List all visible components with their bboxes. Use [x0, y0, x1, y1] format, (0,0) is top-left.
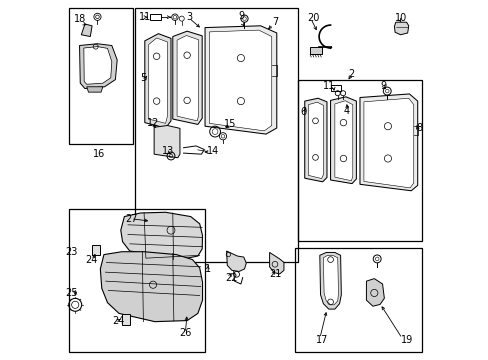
Bar — [309, 47, 321, 54]
Polygon shape — [80, 44, 117, 89]
Text: 3: 3 — [186, 12, 192, 22]
Polygon shape — [269, 252, 284, 274]
Polygon shape — [172, 31, 202, 125]
Text: 5: 5 — [140, 73, 146, 83]
Polygon shape — [177, 36, 198, 121]
Text: 8: 8 — [415, 123, 421, 133]
Text: 27: 27 — [125, 214, 138, 224]
Bar — [150, 14, 161, 21]
Text: 23: 23 — [65, 247, 78, 257]
Bar — [135, 8, 298, 262]
Polygon shape — [366, 279, 384, 306]
Text: 13: 13 — [162, 146, 174, 156]
Polygon shape — [83, 46, 112, 84]
Text: 11: 11 — [139, 12, 151, 22]
Polygon shape — [319, 252, 341, 309]
Text: 19: 19 — [400, 334, 412, 345]
Text: 25: 25 — [65, 288, 78, 298]
Bar — [69, 8, 133, 144]
Polygon shape — [323, 256, 338, 305]
Polygon shape — [81, 24, 92, 37]
Bar — [92, 244, 100, 255]
Polygon shape — [86, 87, 102, 92]
Text: 24: 24 — [112, 316, 124, 325]
Polygon shape — [334, 101, 352, 181]
Text: 10: 10 — [394, 13, 407, 23]
Text: 6: 6 — [300, 107, 305, 117]
Polygon shape — [121, 212, 202, 259]
Polygon shape — [359, 94, 417, 191]
Text: 2: 2 — [348, 69, 354, 79]
Polygon shape — [226, 251, 246, 271]
Text: 1: 1 — [204, 264, 211, 274]
Text: 26: 26 — [179, 328, 191, 338]
Polygon shape — [204, 26, 276, 134]
Bar — [122, 315, 129, 325]
Text: 16: 16 — [93, 149, 105, 159]
Polygon shape — [209, 30, 271, 131]
Bar — [294, 248, 421, 352]
Text: 21: 21 — [269, 269, 282, 279]
Polygon shape — [304, 98, 326, 182]
Text: 9: 9 — [238, 11, 244, 21]
Polygon shape — [100, 252, 202, 321]
Text: 9: 9 — [380, 81, 386, 91]
Text: 7: 7 — [272, 17, 278, 27]
Polygon shape — [308, 102, 323, 179]
Text: 14: 14 — [206, 146, 219, 156]
Polygon shape — [363, 98, 413, 188]
Polygon shape — [154, 126, 180, 158]
Text: 17: 17 — [316, 334, 328, 345]
Polygon shape — [148, 38, 167, 123]
Polygon shape — [394, 22, 408, 35]
Polygon shape — [330, 97, 356, 184]
Text: 4: 4 — [343, 106, 348, 116]
Text: 11: 11 — [323, 81, 335, 91]
Text: 15: 15 — [224, 120, 236, 129]
Text: 20: 20 — [306, 13, 319, 23]
Text: 24: 24 — [85, 255, 97, 265]
Bar — [330, 85, 341, 91]
Text: 18: 18 — [74, 14, 86, 24]
Bar — [298, 80, 421, 241]
Bar — [69, 209, 204, 352]
Text: 22: 22 — [225, 273, 238, 283]
Polygon shape — [144, 34, 171, 128]
Text: 12: 12 — [147, 118, 160, 128]
